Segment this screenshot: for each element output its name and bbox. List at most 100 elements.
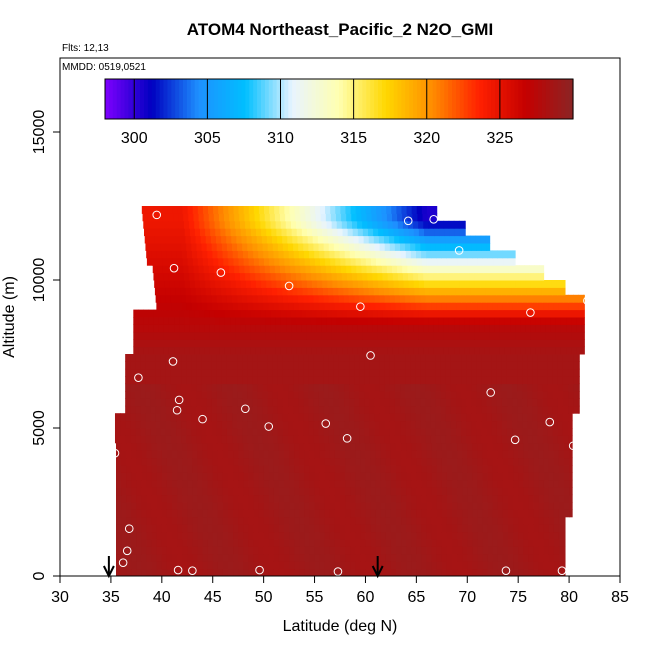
heatmap-cell: [578, 405, 580, 414]
heatmap-cell: [293, 294, 299, 303]
heatmap-cell: [252, 391, 259, 399]
heatmap-cell: [394, 405, 401, 414]
heatmap-cell: [462, 524, 468, 533]
heatmap-cell: [486, 398, 493, 407]
heatmap-cell: [186, 368, 192, 377]
heatmap-cell: [194, 220, 200, 229]
heatmap-cell: [257, 243, 264, 251]
heatmap-cell: [484, 331, 491, 340]
heatmap-cell: [334, 502, 341, 510]
heatmap-cell: [192, 494, 198, 503]
heatmap-cell: [303, 376, 309, 385]
heatmap-cell: [538, 302, 544, 311]
heatmap-cell: [201, 435, 208, 444]
heatmap-cell: [338, 383, 345, 392]
heatmap-cell: [242, 413, 248, 422]
heatmap-cell: [370, 472, 377, 481]
heatmap-cell: [342, 317, 348, 325]
heatmap-cell: [306, 317, 312, 325]
heatmap-cell: [294, 516, 300, 525]
heatmap-cell: [568, 428, 573, 436]
heatmap-cell: [384, 435, 391, 444]
heatmap-cell: [346, 272, 353, 281]
heatmap-cell: [349, 354, 355, 362]
colorbar-cell: [381, 79, 387, 119]
heatmap-cell: [172, 472, 178, 481]
heatmap-cell: [380, 494, 387, 503]
heatmap-cell: [374, 243, 381, 251]
heatmap-cell: [359, 420, 365, 429]
colorbar-cell: [495, 79, 500, 119]
heatmap-cell: [372, 331, 379, 340]
heatmap-cell: [133, 346, 139, 355]
heatmap-cell: [257, 405, 264, 414]
heatmap-cell: [324, 494, 331, 503]
heatmap-cell: [517, 361, 523, 370]
heatmap-cell: [233, 472, 239, 481]
heatmap-cell: [135, 376, 141, 385]
heatmap-cell: [204, 220, 210, 229]
heatmap-cell: [432, 213, 438, 222]
heatmap-cell: [464, 220, 466, 229]
heatmap-cell: [224, 331, 231, 340]
colorbar-cell: [456, 79, 461, 119]
heatmap-cell: [160, 294, 167, 303]
heatmap-cell: [246, 235, 253, 244]
heatmap-cell: [433, 220, 440, 229]
heatmap-cell: [150, 398, 157, 407]
heatmap-cell: [401, 206, 408, 214]
heatmap-cell: [182, 524, 188, 533]
heatmap-cell: [528, 487, 534, 496]
heatmap-cell: [502, 546, 509, 555]
heatmap-cell: [289, 502, 295, 510]
heatmap-cell: [408, 324, 414, 333]
heatmap-cell: [233, 494, 239, 503]
heatmap-cell: [189, 280, 196, 288]
heatmap-cell: [206, 435, 213, 444]
heatmap-cell: [416, 568, 422, 576]
heatmap-cell: [538, 457, 545, 466]
heatmap-cell: [433, 317, 440, 325]
heatmap-cell: [197, 502, 204, 510]
heatmap-cell: [316, 331, 323, 340]
heatmap-cell: [201, 428, 208, 436]
heatmap-cell: [315, 213, 322, 222]
heatmap-cell: [213, 206, 219, 214]
heatmap-cell: [385, 502, 392, 510]
heatmap-cell: [416, 553, 422, 562]
heatmap-cell: [238, 442, 244, 451]
heatmap-cell: [340, 561, 346, 570]
x-tick-label: 35: [102, 589, 120, 606]
heatmap-cell: [187, 524, 193, 533]
heatmap-cell: [558, 531, 565, 540]
heatmap-cell: [467, 568, 473, 576]
heatmap-cell: [208, 257, 214, 266]
heatmap-cell: [232, 250, 239, 259]
heatmap-cell: [548, 539, 555, 547]
heatmap-cell: [284, 502, 290, 510]
heatmap-cell: [394, 368, 401, 377]
heatmap-cell: [418, 346, 424, 355]
heatmap-cell: [212, 539, 219, 547]
heatmap-cell: [542, 354, 549, 362]
heatmap-cell: [445, 235, 451, 244]
heatmap-cell: [396, 516, 402, 525]
heatmap-cell: [523, 465, 529, 473]
heatmap-cell: [304, 472, 310, 481]
heatmap-cell: [487, 472, 494, 481]
sample-point: [333, 567, 343, 576]
heatmap-cell: [532, 405, 539, 414]
heatmap-cell: [371, 213, 378, 222]
heatmap-cell: [242, 361, 248, 370]
heatmap-cell: [253, 553, 260, 562]
heatmap-cell: [239, 265, 245, 274]
heatmap-cell: [467, 479, 473, 488]
heatmap-cell: [280, 324, 287, 333]
heatmap-cell: [564, 450, 570, 459]
heatmap-cell: [344, 376, 350, 385]
heatmap-cell: [217, 472, 224, 481]
heatmap-cell: [126, 450, 132, 459]
heatmap-cell: [461, 428, 467, 436]
heatmap-cell: [467, 539, 473, 547]
heatmap-cell: [477, 487, 484, 496]
